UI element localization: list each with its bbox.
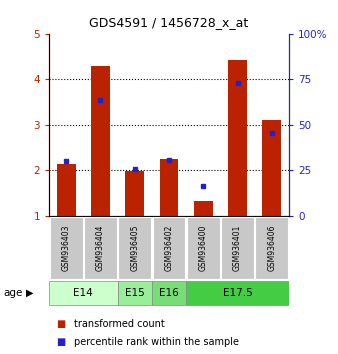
Text: age: age bbox=[3, 288, 23, 298]
Text: GDS4591 / 1456728_x_at: GDS4591 / 1456728_x_at bbox=[89, 16, 249, 29]
Text: ■: ■ bbox=[56, 319, 65, 329]
Text: E17.5: E17.5 bbox=[223, 288, 252, 298]
Bar bbox=[256, 217, 288, 279]
Text: GSM936406: GSM936406 bbox=[267, 224, 276, 271]
Bar bbox=[50, 217, 82, 279]
Bar bbox=[187, 217, 220, 279]
Text: percentile rank within the sample: percentile rank within the sample bbox=[74, 337, 239, 347]
Text: E15: E15 bbox=[125, 288, 145, 298]
Text: GSM936400: GSM936400 bbox=[199, 224, 208, 271]
Bar bbox=[84, 217, 117, 279]
Text: GSM936402: GSM936402 bbox=[165, 224, 173, 271]
Bar bbox=[91, 67, 110, 216]
Bar bbox=[160, 159, 178, 216]
Bar bbox=[221, 217, 254, 279]
Bar bbox=[49, 281, 118, 305]
Text: GSM936404: GSM936404 bbox=[96, 224, 105, 271]
Text: GSM936403: GSM936403 bbox=[62, 224, 71, 271]
Text: GSM936401: GSM936401 bbox=[233, 224, 242, 271]
Bar bbox=[262, 120, 281, 216]
Bar bbox=[118, 217, 151, 279]
Text: E14: E14 bbox=[73, 288, 93, 298]
Text: transformed count: transformed count bbox=[74, 319, 165, 329]
Bar bbox=[57, 164, 76, 216]
Bar bbox=[194, 201, 213, 216]
Text: ▶: ▶ bbox=[26, 288, 33, 298]
Bar bbox=[152, 281, 186, 305]
Bar bbox=[118, 281, 152, 305]
Text: GSM936405: GSM936405 bbox=[130, 224, 139, 271]
Text: E16: E16 bbox=[159, 288, 179, 298]
Bar bbox=[152, 217, 186, 279]
Bar bbox=[125, 171, 144, 216]
Text: ■: ■ bbox=[56, 337, 65, 347]
Bar bbox=[186, 281, 289, 305]
Bar bbox=[228, 60, 247, 216]
